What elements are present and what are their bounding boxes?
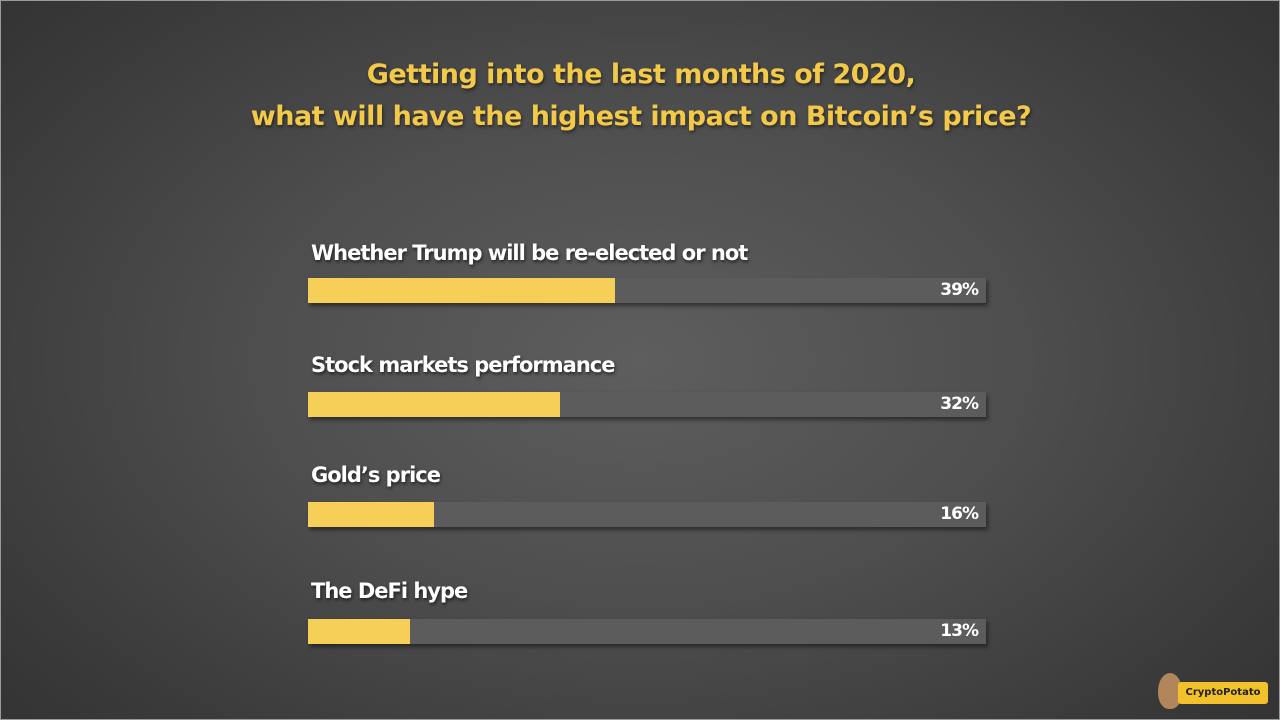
bar-fill bbox=[308, 278, 616, 303]
bar-value-label: 32% bbox=[940, 394, 979, 414]
bar-label: Gold’s price bbox=[311, 463, 441, 487]
bar-track: 32% bbox=[308, 392, 986, 417]
logo-text: CryptoPotato bbox=[1178, 682, 1268, 704]
bar-value-label: 16% bbox=[940, 504, 979, 524]
cryptopotato-logo: CryptoPotato bbox=[1156, 673, 1271, 709]
bar-track: 16% bbox=[308, 502, 986, 527]
bar-value-label: 39% bbox=[940, 280, 979, 300]
chart-title-line-2: what will have the highest impact on Bit… bbox=[250, 101, 1032, 132]
bar-label: Stock markets performance bbox=[311, 353, 615, 377]
chart-title-line-1: Getting into the last months of 2020, bbox=[366, 59, 916, 90]
bar-fill bbox=[308, 392, 561, 417]
bar-label: Whether Trump will be re-elected or not bbox=[311, 241, 748, 265]
bar-fill bbox=[308, 502, 435, 527]
bar-track: 13% bbox=[308, 619, 986, 644]
bar-label: The DeFi hype bbox=[311, 579, 468, 603]
bar-fill bbox=[308, 619, 411, 644]
bar-track: 39% bbox=[308, 278, 986, 303]
bar-value-label: 13% bbox=[940, 621, 979, 641]
